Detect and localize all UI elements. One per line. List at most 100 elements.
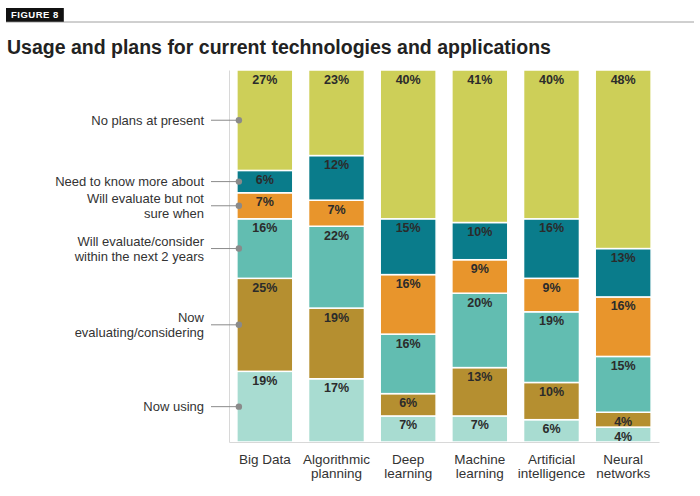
data-label: 16% <box>396 337 421 351</box>
bar-segment <box>452 416 508 442</box>
legend-dot <box>236 178 242 184</box>
x-tick-label: Artificialintelligence <box>518 452 586 482</box>
data-labels: 19%25%16%7%6%27%17%19%22%7%12%23%7%6%16%… <box>252 73 635 444</box>
data-label: 27% <box>252 73 277 87</box>
bar-segment <box>309 379 365 442</box>
y-axis <box>229 71 231 443</box>
data-label: 16% <box>539 221 564 235</box>
bar-segment <box>309 308 365 379</box>
data-label: 13% <box>467 370 492 384</box>
title: Usage and plans for current technologies… <box>7 36 551 58</box>
bar-segment <box>524 219 580 279</box>
data-label: 41% <box>467 73 492 87</box>
data-label: 10% <box>467 225 492 239</box>
x-tick: Deeplearning <box>384 442 432 481</box>
bar-segment <box>595 297 651 357</box>
header-rule <box>6 22 694 23</box>
data-label: 7% <box>399 418 417 432</box>
legend-dot <box>236 203 242 209</box>
data-label: 19% <box>539 314 564 328</box>
data-label: 9% <box>542 281 560 295</box>
bar-segment <box>595 356 651 412</box>
x-tick: Big Data <box>239 442 291 467</box>
x-axis: Big Data Algorithmicplanning Deeplearning M… <box>230 442 660 481</box>
legend-label: Will evaluate but notsure when <box>87 191 204 221</box>
bar-segment <box>309 200 365 226</box>
legend-dot <box>236 322 242 328</box>
x-axis-line <box>230 442 660 443</box>
x-tick: Machinelearning <box>454 442 505 481</box>
data-label: 6% <box>256 173 274 187</box>
bar-segment <box>237 278 293 371</box>
bar-segment <box>452 70 508 223</box>
data-label: 22% <box>324 229 349 243</box>
bar-segment <box>452 368 508 416</box>
y-axis-line <box>229 71 230 443</box>
legend-leader <box>211 205 239 206</box>
bar-segment <box>452 293 508 367</box>
data-label: 48% <box>611 73 636 87</box>
legend-label: No plans at present <box>91 113 204 128</box>
data-label: 19% <box>252 374 277 388</box>
bar-segment <box>452 260 508 293</box>
data-label: 7% <box>256 195 274 209</box>
x-tick: Neuralnetworks <box>596 442 650 481</box>
data-label: 6% <box>542 422 560 436</box>
bar-segment <box>237 193 293 219</box>
data-label: 17% <box>324 381 349 395</box>
legend-item: Now using <box>143 399 242 414</box>
legend-leader <box>211 324 239 325</box>
legend-label: Need to know more about <box>55 174 204 189</box>
data-label: 12% <box>324 158 349 172</box>
x-tick-label: Big Data <box>239 452 291 467</box>
legend-item: Will evaluate/considerwithin the next 2 … <box>74 234 242 264</box>
chart: FIGURE 8 Usage and plans for current tech… <box>0 0 700 496</box>
legend-leader <box>211 181 239 182</box>
bar-segment <box>524 382 580 419</box>
x-tick: Artificialintelligence <box>518 442 586 481</box>
bar-segment <box>524 278 580 311</box>
bar-segment <box>380 334 436 394</box>
data-label: 6% <box>399 396 417 410</box>
x-tick-label: Deeplearning <box>384 452 432 482</box>
x-tick: Algorithmicplanning <box>303 442 370 481</box>
bar-segment <box>380 394 436 416</box>
legend-label: Will evaluate/considerwithin the next 2 … <box>74 234 205 264</box>
data-label: 7% <box>471 418 489 432</box>
data-label: 19% <box>324 311 349 325</box>
data-label: 16% <box>252 221 277 235</box>
legend-label: Nowevaluating/considering <box>75 310 205 340</box>
data-label: 10% <box>539 385 564 399</box>
figure-label-box <box>6 8 64 22</box>
legend-dot <box>236 117 242 123</box>
x-tick-label: Neuralnetworks <box>596 452 650 482</box>
legend-item: No plans at present <box>91 113 242 128</box>
figure-label-text: FIGURE 8 <box>11 9 59 20</box>
legend-item: Will evaluate but notsure when <box>87 191 242 221</box>
bars <box>237 70 651 442</box>
legend-leader <box>211 406 239 407</box>
bar-segment <box>380 70 436 219</box>
legend-item: Nowevaluating/considering <box>75 310 242 340</box>
data-label: 40% <box>539 73 564 87</box>
data-label: 4% <box>614 430 632 444</box>
legend-leader <box>211 248 239 249</box>
data-label: 9% <box>471 262 489 276</box>
bar-segment <box>237 219 293 279</box>
data-label: 16% <box>396 277 421 291</box>
bar-segment <box>380 219 436 275</box>
data-label: 15% <box>611 359 636 373</box>
bar-segment <box>524 312 580 383</box>
x-tick-label: Algorithmicplanning <box>303 452 370 482</box>
legend: Now using Nowevaluating/considering Will e… <box>55 113 242 414</box>
data-label: 7% <box>327 203 345 217</box>
legend-label: Now using <box>143 399 204 414</box>
data-label: 15% <box>396 221 421 235</box>
data-label: 4% <box>614 415 632 429</box>
legend-dot <box>236 403 242 409</box>
data-label: 13% <box>611 251 636 265</box>
bar-segment <box>309 226 365 308</box>
bar-segment <box>237 70 293 170</box>
bar-segment <box>524 70 580 219</box>
data-label: 20% <box>467 296 492 310</box>
